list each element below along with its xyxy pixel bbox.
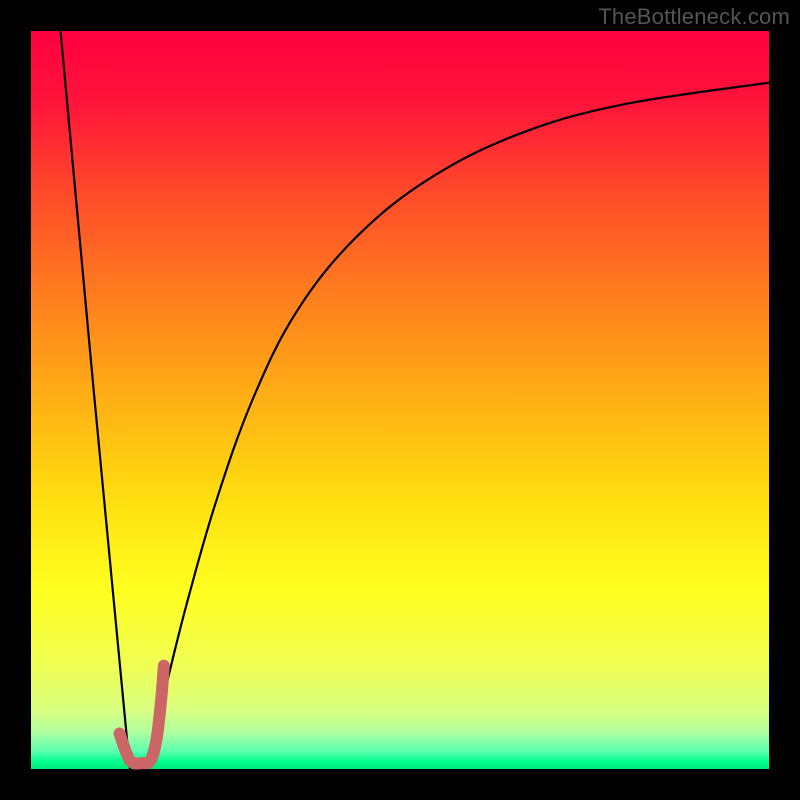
chart-stage: TheBottleneck.com: [0, 0, 800, 800]
bottleneck-chart: [0, 0, 800, 800]
watermark-text: TheBottleneck.com: [598, 4, 790, 30]
plot-area-gradient: [31, 31, 769, 769]
